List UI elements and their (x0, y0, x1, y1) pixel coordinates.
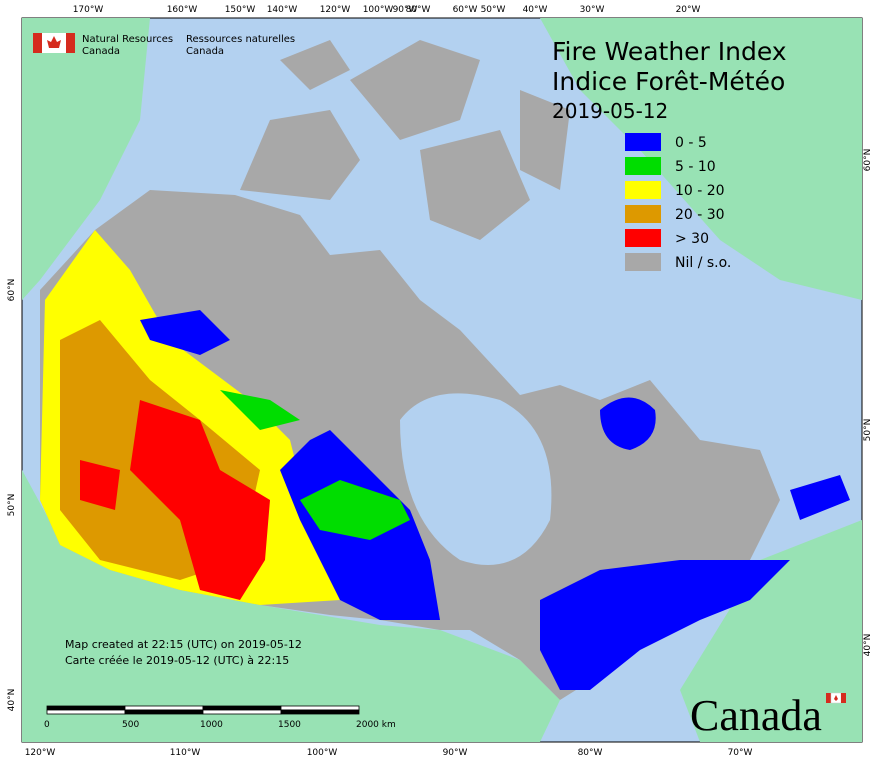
scale-label: 500 (122, 720, 139, 730)
graticule-label: 60°W (453, 5, 478, 15)
scale-bar: 0 500 1000 1500 2000 km (44, 705, 396, 730)
graticule-label: 20°W (676, 5, 701, 15)
legend-label: > 30 (675, 231, 709, 247)
fwi-zone (540, 397, 850, 690)
graticule-label: 60°N (7, 279, 17, 302)
legend-swatch (625, 157, 661, 175)
title: Fire Weather Index (552, 37, 787, 66)
graticule-label: 40°N (7, 689, 17, 712)
legend: 0 - 5 5 - 10 10 - 20 20 - 30 > 30 Nil / s.o. (625, 133, 731, 271)
graticule-label: 80°W (406, 5, 431, 15)
graticule-label: 150°W (225, 5, 256, 15)
graticule-label: 170°W (73, 5, 104, 15)
fwi-zone (140, 310, 440, 620)
scale-label: 1000 (200, 720, 223, 730)
graticule-label: 90°W (443, 748, 468, 758)
legend-label: Nil / s.o. (675, 255, 731, 271)
graticule-label: 90°W (393, 5, 418, 15)
wordmark-flag (826, 692, 846, 704)
graticule-label: 100°W (307, 748, 338, 758)
graticule-label: 50°N (863, 419, 873, 442)
legend-swatch (625, 253, 661, 271)
title: Indice Forêt-Météo (552, 67, 785, 96)
org-name-fr: Ressources naturelles (186, 34, 295, 45)
scale-segment (46, 709, 126, 715)
graticule-label: 40°N (863, 634, 873, 657)
legend-label: 20 - 30 (675, 207, 725, 223)
fwi-zone (80, 400, 270, 600)
graticule-label: 70°W (728, 748, 753, 758)
graticule-label: 50°W (481, 5, 506, 15)
fwi-zones (40, 230, 850, 690)
scale-segment (202, 709, 282, 715)
legend-swatch (625, 181, 661, 199)
graticule-label: 80°W (578, 748, 603, 758)
graticule-label: 60°N (863, 149, 873, 172)
legend-label: 5 - 10 (675, 159, 716, 175)
org-name-en: Canada (82, 46, 120, 57)
graticule-label: 110°W (170, 748, 201, 758)
graticule-label: 160°W (167, 5, 198, 15)
legend-swatch (625, 205, 661, 223)
scale-label: 0 (44, 720, 50, 730)
org-name-en: Natural Resources (82, 34, 173, 45)
graticule-label: 30°W (580, 5, 605, 15)
graticule-label: 120°W (320, 5, 351, 15)
graticule-label: 40°W (523, 5, 548, 15)
logo (33, 33, 75, 53)
scale-segment (46, 705, 126, 711)
scale-segment (124, 709, 204, 715)
fwi-zone (220, 390, 410, 540)
org-name-fr: Canada (186, 46, 224, 57)
scale-segment (124, 705, 204, 711)
scale-label: 2000 km (356, 720, 396, 730)
created-note: Carte créée le 2019-05-12 (UTC) à 22:15 (65, 654, 289, 667)
graticule-label: 120°W (25, 748, 56, 758)
graticule-label: 140°W (267, 5, 298, 15)
legend-swatch (625, 229, 661, 247)
wordmark: Canada (690, 691, 822, 740)
created-note: Map created at 22:15 (UTC) on 2019-05-12 (65, 638, 302, 651)
scale-label: 1500 (278, 720, 301, 730)
scale-segment (280, 709, 360, 715)
graticule-label: 50°N (7, 494, 17, 517)
graticule-labels: 170°W 160°W 150°W 140°W 120°W 100°W 90°W80°W 60… (7, 5, 873, 758)
legend-label: 10 - 20 (675, 183, 725, 199)
legend-swatch (625, 133, 661, 151)
legend-label: 0 - 5 (675, 135, 707, 151)
map-date: 2019-05-12 (552, 99, 668, 123)
graticule-label: 100°W (363, 5, 394, 15)
scale-segment (202, 705, 282, 711)
scale-segment (280, 705, 360, 711)
